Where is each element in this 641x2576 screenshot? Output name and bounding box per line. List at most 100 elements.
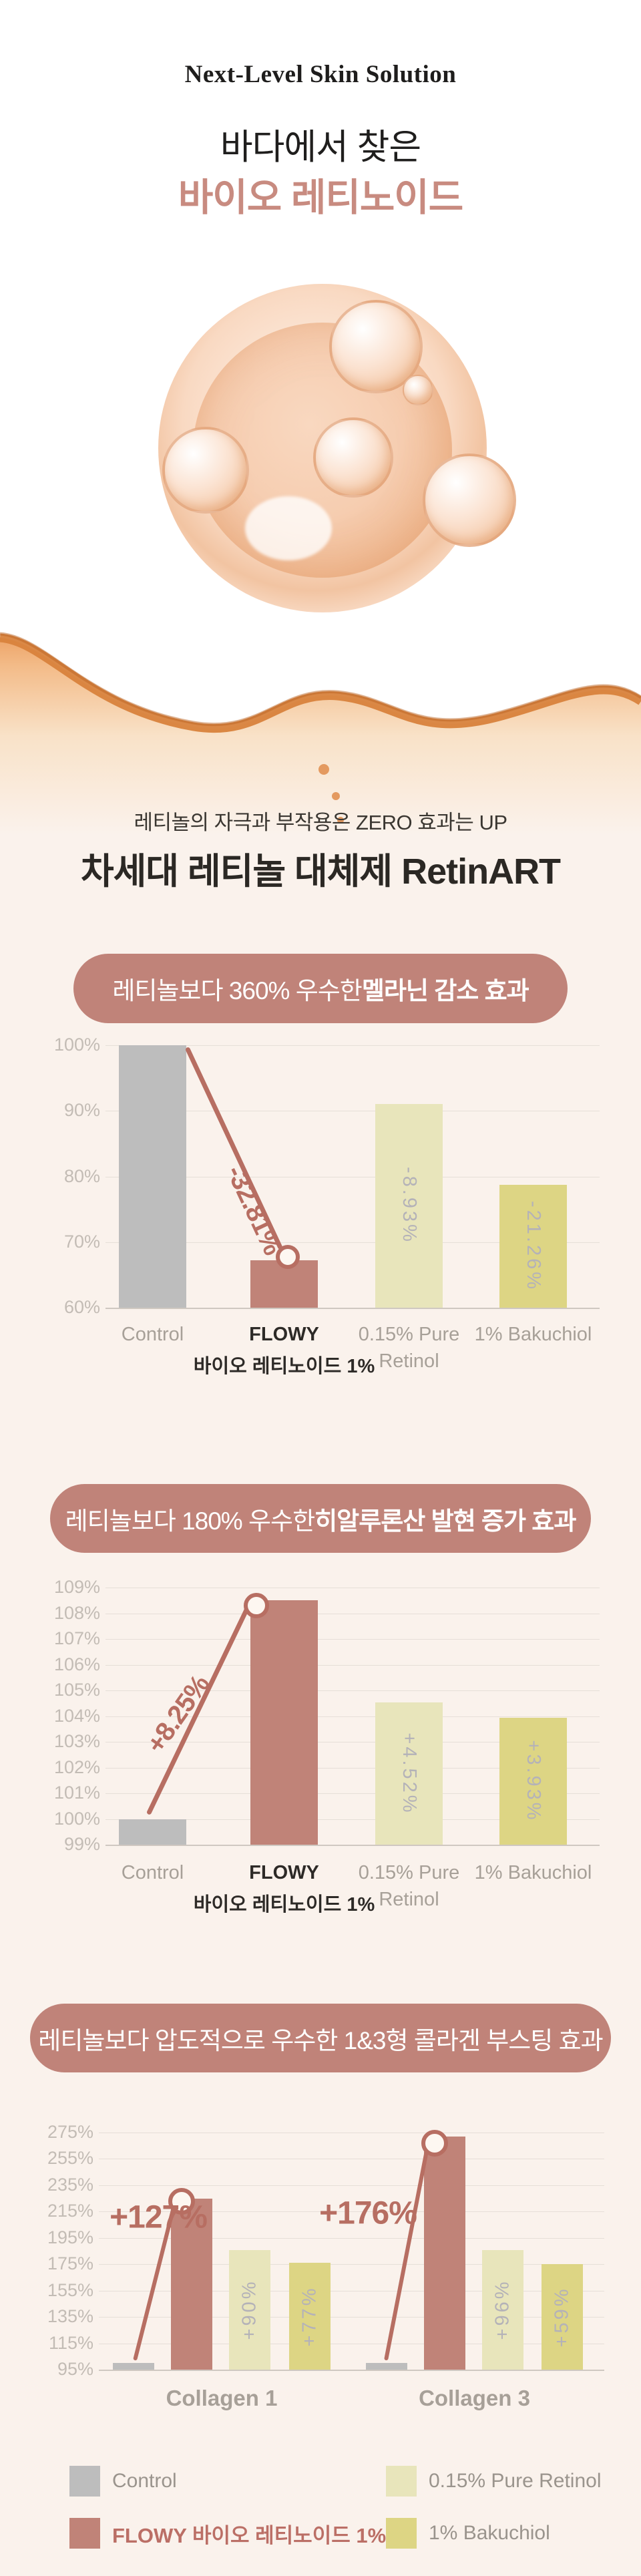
gridline <box>99 2211 604 2213</box>
y-tick-label: 115% <box>48 2332 93 2353</box>
chart-title-text: 레티놀보다 압도적으로 우수한 1&3형 콜라겐 부스팅 효과 <box>38 2026 603 2054</box>
category-label: Control <box>121 1862 184 1883</box>
category-label: 바이오 레티노이드 1% <box>193 1356 375 1377</box>
gridline <box>105 1639 600 1640</box>
y-tick-label: 103% <box>53 1731 100 1751</box>
chart-title-text: 레티놀보다 180% 우수한 <box>65 1507 316 1535</box>
bar-value-label: +90% <box>238 2279 260 2340</box>
gridline <box>105 1819 600 1820</box>
category-label: FLOWY <box>249 1324 319 1345</box>
bubble-highlight <box>245 496 332 560</box>
y-tick-label: 108% <box>53 1602 100 1623</box>
y-tick-label: 105% <box>53 1680 100 1700</box>
y-tick-label: 235% <box>47 2174 93 2195</box>
category-label: Retinol <box>379 1889 439 1910</box>
bar-value-label: -8.93% <box>399 1167 420 1245</box>
bar-flowy <box>250 1600 318 1845</box>
category-label: 1% Bakuchiol <box>474 1862 592 1883</box>
legend-label: 1% Bakuchiol <box>429 2522 550 2544</box>
annotation-line <box>384 2143 430 2361</box>
bar-value-label: +77% <box>298 2285 320 2347</box>
bar-bakuchiol: +59% <box>542 2264 583 2370</box>
y-tick-label: 90% <box>63 1100 100 1121</box>
bar-bakuchiol: -21.26% <box>499 1184 567 1308</box>
bar-flowy <box>171 2198 212 2370</box>
legend-swatch-bakuchiol <box>386 2518 417 2549</box>
group-label: Collagen 3 <box>419 2386 530 2410</box>
y-tick-label: 60% <box>63 1297 100 1317</box>
legend-label: FLOWY 바이오 레티노이드 1% <box>112 2523 387 2547</box>
gridline <box>105 1045 600 1046</box>
annotation-marker <box>276 1245 300 1269</box>
group-label: Collagen 1 <box>166 2386 278 2410</box>
bar-value-label: +96% <box>491 2279 513 2340</box>
bubble-droplet-left <box>162 427 249 514</box>
chart-title-pill: 레티놀보다 압도적으로 우수한 1&3형 콜라겐 부스팅 효과 <box>30 2004 611 2072</box>
legend-item: FLOWY 바이오 레티노이드 1% <box>69 2518 386 2549</box>
category-label: Retinol <box>379 1350 439 1372</box>
bar-control <box>119 1045 186 1308</box>
annotation-value: +176% <box>319 2195 417 2231</box>
legend-label: 0.15% Pure Retinol <box>429 2470 602 2492</box>
category-label: Control <box>121 1324 184 1345</box>
gridline <box>99 2264 604 2265</box>
y-tick-label: 70% <box>63 1231 100 1252</box>
y-tick-label: 106% <box>53 1654 100 1674</box>
category-label: 0.15% Pure <box>358 1862 460 1883</box>
y-tick-label: 99% <box>63 1834 100 1854</box>
bar-value-label: +59% <box>551 2286 573 2348</box>
bar-retinol: +90% <box>229 2249 270 2370</box>
bar-retinol: +96% <box>482 2249 523 2370</box>
y-tick-label: 275% <box>47 2122 93 2142</box>
category-label: 0.15% Pure <box>358 1324 460 1345</box>
annotation-marker <box>244 1593 269 1618</box>
bubble-droplet-right <box>423 453 516 547</box>
y-tick-label: 101% <box>53 1783 100 1803</box>
bar-control <box>366 2363 407 2370</box>
annotation-marker <box>168 2188 195 2215</box>
legend-item: 1% Bakuchiol <box>386 2518 550 2549</box>
bar-retinol: -8.93% <box>375 1103 443 1308</box>
gridline <box>99 2237 604 2239</box>
bar-bakuchiol: +77% <box>289 2263 331 2370</box>
legend-swatch-flowy <box>69 2518 100 2549</box>
gridline <box>99 2317 604 2318</box>
annotation-value: +127% <box>110 2199 208 2235</box>
gridline <box>105 1308 600 1309</box>
gridline <box>105 1793 600 1794</box>
gridline <box>105 1690 600 1691</box>
bubble-droplet-small <box>403 375 433 405</box>
bar-control <box>113 2363 154 2370</box>
wave-image <box>0 628 641 835</box>
intro-subtitle: 레티놀의 자극과 부작용은 ZERO 효과는 UP <box>134 811 507 834</box>
y-tick-label: 109% <box>53 1577 100 1597</box>
hero-eyebrow: Next-Level Skin Solution <box>184 61 457 88</box>
gridline <box>99 2185 604 2186</box>
y-tick-label: 95% <box>57 2359 93 2379</box>
legend-label: Control <box>112 2470 177 2492</box>
chart-title-text-bold: 멜라닌 감소 효과 <box>361 977 529 1004</box>
gridline <box>99 2370 604 2371</box>
bubble-droplet-top <box>329 300 423 393</box>
bar-flowy <box>424 2136 465 2370</box>
y-tick-label: 107% <box>53 1628 100 1648</box>
annotation-marker <box>421 2130 448 2157</box>
category-label: 1% Bakuchiol <box>474 1324 592 1345</box>
gridline <box>105 1767 600 1769</box>
y-tick-label: 80% <box>63 1165 100 1186</box>
legend-item: 0.15% Pure Retinol <box>386 2466 602 2497</box>
gel-bubble-image <box>158 284 516 612</box>
chart-title-text-bold: 히알루론산 발현 증가 효과 <box>314 1507 576 1535</box>
category-label: FLOWY <box>249 1862 319 1883</box>
y-tick-label: 155% <box>47 2279 93 2300</box>
y-tick-label: 175% <box>47 2253 93 2274</box>
bar-control <box>119 1819 186 1845</box>
gridline <box>105 1664 600 1666</box>
y-tick-label: 100% <box>53 1808 100 1829</box>
gridline <box>105 1716 600 1717</box>
chart-title-pill: 레티놀보다 180% 우수한 히알루론산 발현 증가 효과 <box>50 1484 591 1553</box>
legend-swatch-retinol <box>386 2466 417 2497</box>
category-label: 바이오 레티노이드 1% <box>193 1894 375 1915</box>
